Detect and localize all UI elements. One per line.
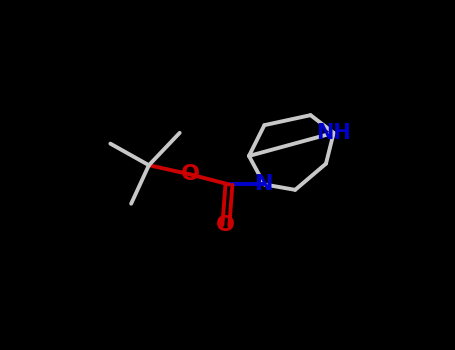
Text: N: N [255, 174, 273, 195]
Text: O: O [217, 215, 235, 235]
Text: O: O [181, 164, 200, 184]
Text: NH: NH [316, 123, 351, 143]
